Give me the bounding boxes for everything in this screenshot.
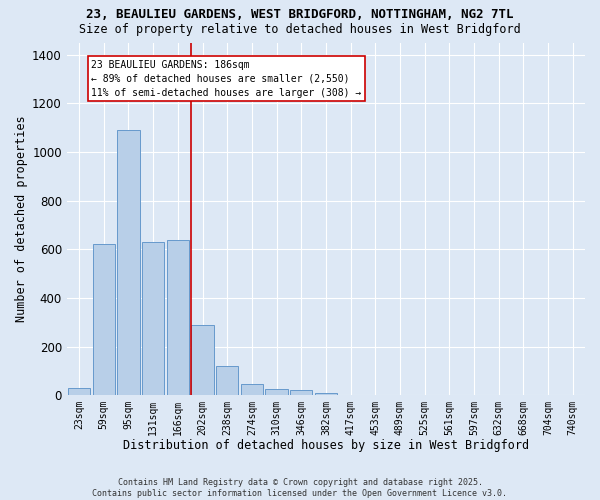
Text: 23, BEAULIEU GARDENS, WEST BRIDGFORD, NOTTINGHAM, NG2 7TL: 23, BEAULIEU GARDENS, WEST BRIDGFORD, NO… xyxy=(86,8,514,20)
Bar xyxy=(68,388,90,395)
Bar xyxy=(265,389,287,395)
Text: Size of property relative to detached houses in West Bridgford: Size of property relative to detached ho… xyxy=(79,22,521,36)
Bar xyxy=(290,390,313,395)
X-axis label: Distribution of detached houses by size in West Bridgford: Distribution of detached houses by size … xyxy=(123,440,529,452)
Text: 23 BEAULIEU GARDENS: 186sqm
← 89% of detached houses are smaller (2,550)
11% of : 23 BEAULIEU GARDENS: 186sqm ← 89% of det… xyxy=(91,60,362,98)
Text: Contains HM Land Registry data © Crown copyright and database right 2025.
Contai: Contains HM Land Registry data © Crown c… xyxy=(92,478,508,498)
Bar xyxy=(191,324,214,395)
Bar xyxy=(241,384,263,395)
Bar xyxy=(92,244,115,395)
Bar xyxy=(315,393,337,395)
Y-axis label: Number of detached properties: Number of detached properties xyxy=(15,116,28,322)
Bar xyxy=(167,240,189,395)
Bar xyxy=(118,130,140,395)
Bar xyxy=(142,242,164,395)
Bar xyxy=(216,366,238,395)
